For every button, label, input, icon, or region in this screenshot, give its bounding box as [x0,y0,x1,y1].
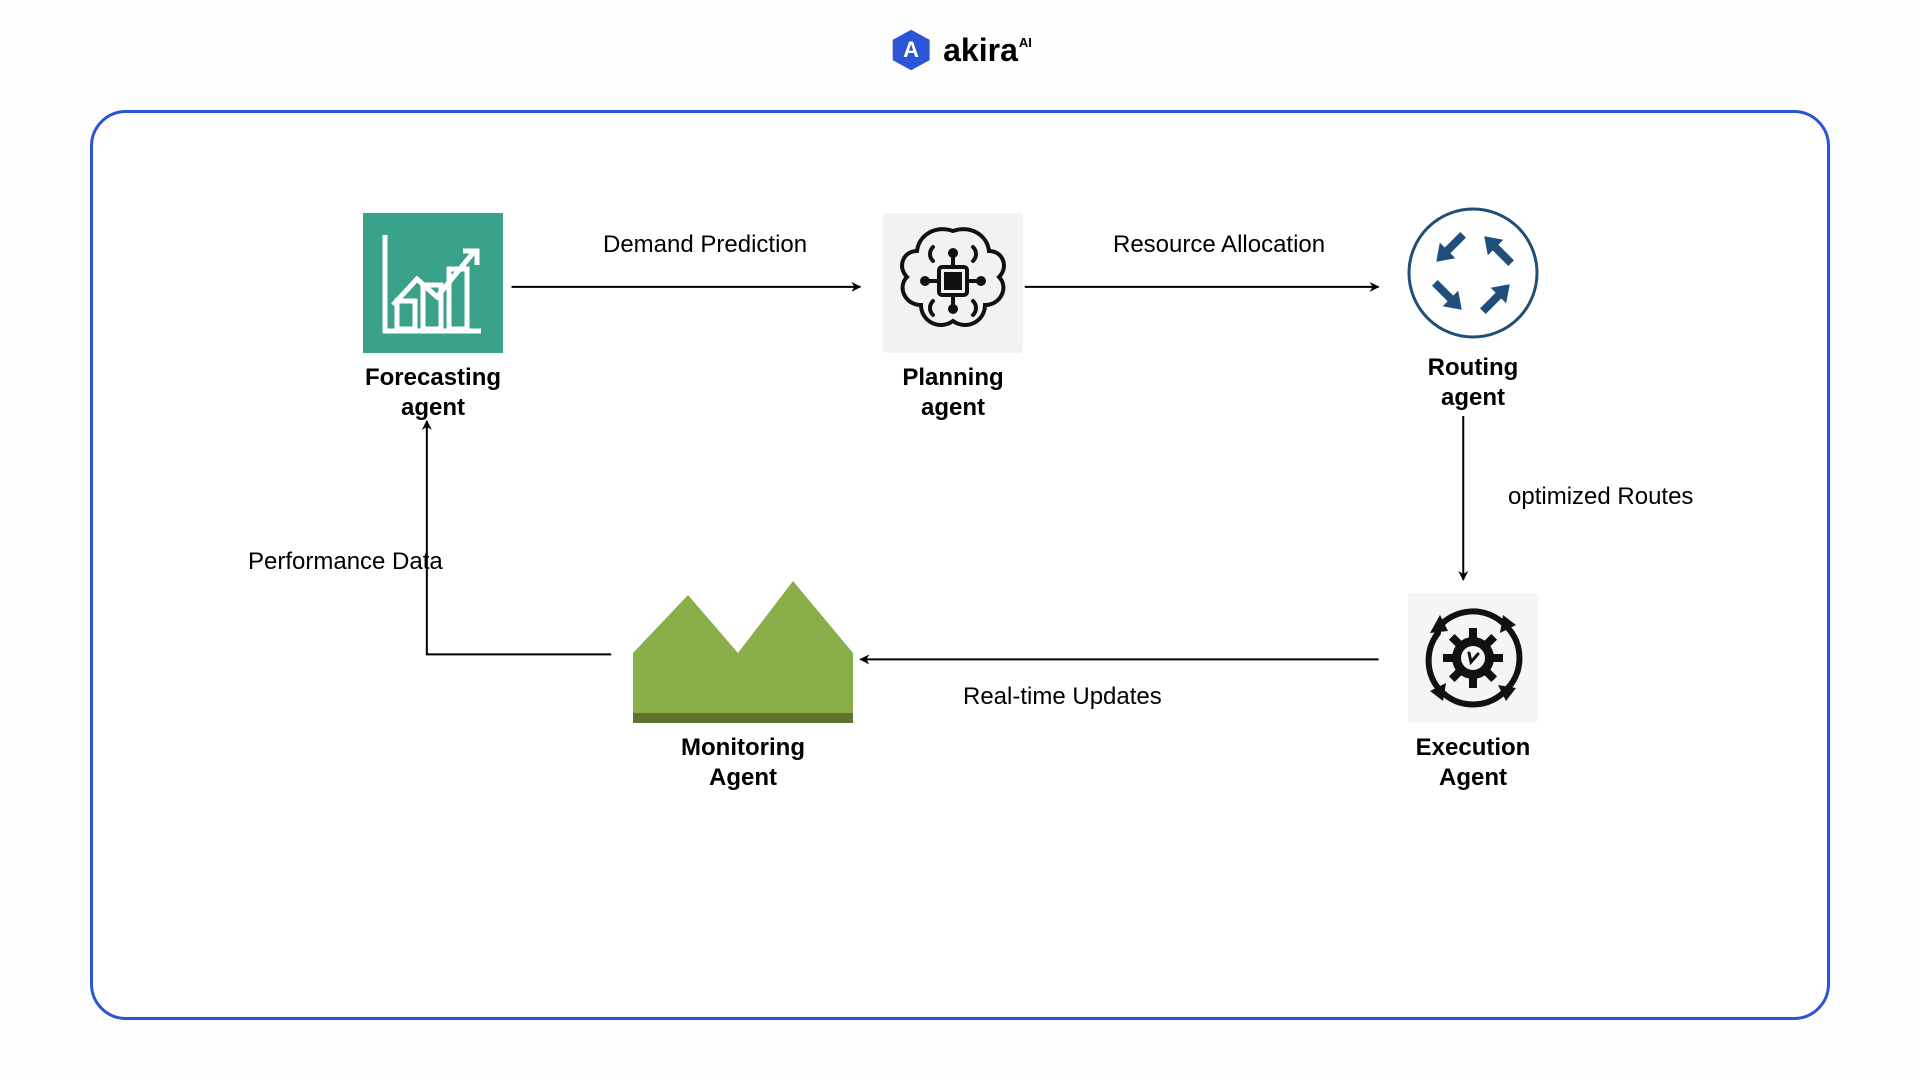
node-label: Execution Agent [1393,733,1553,793]
node-label: Forecasting agent [353,363,513,423]
bar-chart-up-icon [363,213,503,353]
brain-chip-icon [883,213,1023,353]
page: A akiraAI [0,0,1920,1080]
node-label: Routing agent [1393,353,1553,413]
agent-flow-diagram: Forecasting agent [93,113,1827,1017]
brand-superscript: AI [1019,35,1032,50]
brand-name-text: akira [943,32,1018,68]
edge-label-realtime-updates: Real-time Updates [963,683,1162,711]
diagram-frame: Forecasting agent [90,110,1830,1020]
node-execution: Execution Agent [1393,593,1553,793]
edge-label-performance-data: Performance Data [248,548,443,576]
brand-name: akiraAI [943,32,1031,69]
node-forecasting: Forecasting agent [353,213,513,423]
node-planning: Planning agent [873,213,1033,423]
edge-label-demand-prediction: Demand Prediction [603,231,807,259]
node-label: Planning agent [873,363,1033,423]
logo-mark-icon: A [889,28,933,72]
edge-label-resource-allocation: Resource Allocation [1113,231,1325,259]
routing-arrows-icon [1403,203,1543,343]
area-chart-icon [633,573,853,723]
brand-logo: A akiraAI [889,28,1031,72]
node-monitoring: Monitoring Agent [623,573,863,793]
node-label: Monitoring Agent [623,733,863,793]
node-routing: Routing agent [1393,203,1553,413]
edge-label-optimized-routes: optimized Routes [1508,483,1693,511]
gear-cycle-icon [1408,593,1538,723]
svg-text:A: A [903,37,919,62]
